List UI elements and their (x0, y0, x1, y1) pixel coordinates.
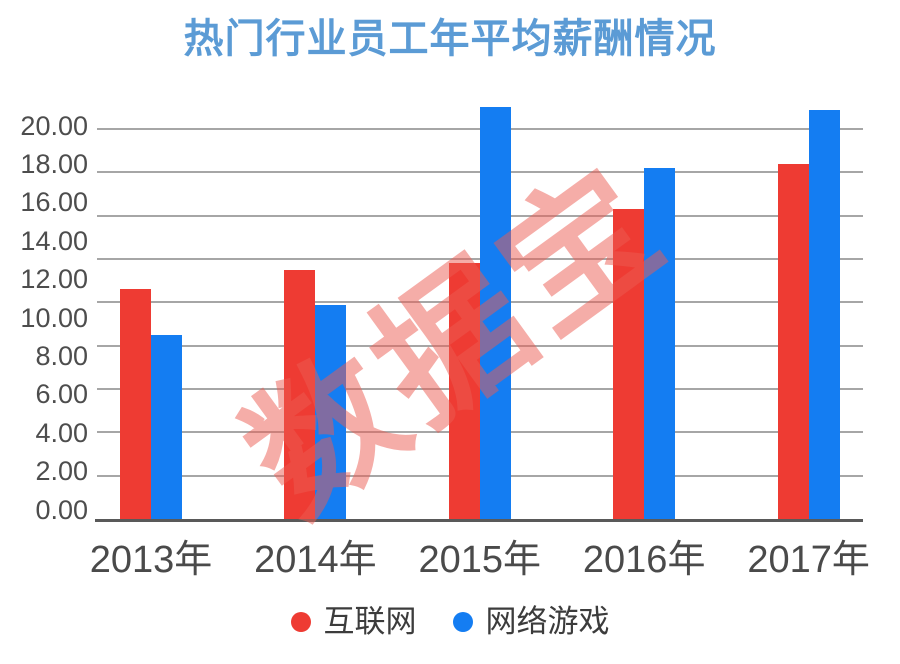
y-tick-label-10.00: 10.00 (20, 302, 88, 333)
y-tick-label-12.00: 12.00 (20, 264, 88, 295)
y-tick-label-2.00: 2.00 (35, 456, 88, 487)
bar-2015年-互联网 (448, 263, 480, 521)
x-tick-label-2013年: 2013年 (89, 539, 213, 581)
legend-swatch-icon (452, 612, 473, 632)
legend: 互联网 网络游戏 (0, 604, 900, 640)
y-tick-label-0.00: 0.00 (35, 494, 88, 525)
bar-2014年-网络游戏 (315, 304, 347, 521)
bar-2017年-互联网 (777, 163, 809, 521)
legend-swatch-icon (290, 612, 311, 632)
x-tick-label-2016年: 2016年 (582, 539, 706, 581)
y-tick-label-18.00: 18.00 (20, 148, 88, 179)
y-tick-label-6.00: 6.00 (35, 379, 88, 410)
legend-item-互联网: 互联网 (290, 604, 417, 640)
y-tick-label-4.00: 4.00 (35, 417, 88, 448)
x-axis-line (95, 519, 863, 522)
chart-title: 热门行业员工年平均薪酬情况 (183, 17, 717, 61)
bar-2017年-网络游戏 (808, 109, 840, 521)
bar-2013年-网络游戏 (151, 334, 182, 521)
bar-2016年-网络游戏 (644, 168, 676, 521)
legend-label: 互联网 (323, 604, 417, 639)
bar-2016年-互联网 (613, 209, 645, 521)
legend-label: 网络游戏 (485, 604, 610, 639)
y-tick-label-16.00: 16.00 (20, 187, 88, 218)
bar-2013年-互联网 (120, 289, 151, 521)
y-tick-label-14.00: 14.00 (20, 225, 88, 256)
x-tick-label-2015年: 2015年 (418, 539, 542, 581)
y-tick-label-20.00: 20.00 (20, 110, 88, 141)
x-tick-label-2017年: 2017年 (747, 539, 870, 581)
x-tick-label-2014年: 2014年 (254, 539, 377, 581)
bar-2015年-网络游戏 (479, 107, 511, 521)
legend-item-网络游戏: 网络游戏 (452, 604, 610, 640)
bar-2014年-互联网 (284, 269, 316, 521)
y-tick-label-8.00: 8.00 (35, 340, 88, 371)
